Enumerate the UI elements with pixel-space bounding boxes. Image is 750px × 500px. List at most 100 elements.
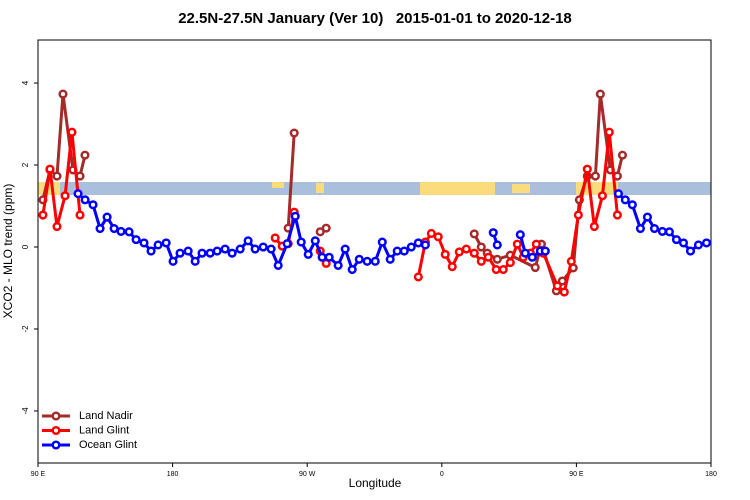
data-point <box>649 223 660 234</box>
series-line <box>77 192 707 272</box>
data-point <box>693 240 703 250</box>
data-point <box>420 240 430 250</box>
data-point <box>161 238 171 248</box>
data-point <box>131 235 141 245</box>
data-point <box>620 195 630 205</box>
data-point <box>109 223 119 234</box>
legend-marker <box>51 440 61 450</box>
data-point <box>671 235 682 245</box>
data-point <box>664 227 674 237</box>
data-point <box>685 246 696 256</box>
data-point <box>520 248 530 258</box>
data-point <box>483 252 493 262</box>
data-point <box>124 227 134 237</box>
y-axis-label: XCO2 - MLO trend (ppm) <box>1 184 15 319</box>
data-point <box>317 252 327 262</box>
y-tick-label: 0 <box>21 244 30 249</box>
map-land <box>420 182 495 195</box>
data-point <box>461 244 471 254</box>
data-point <box>491 264 501 275</box>
data-point <box>88 200 98 210</box>
data-point <box>595 89 605 99</box>
data-point <box>290 211 300 221</box>
data-point <box>52 171 62 181</box>
legend-label: Land Nadir <box>79 410 133 422</box>
data-point <box>183 246 193 256</box>
data-point <box>469 229 479 239</box>
data-point <box>139 238 149 248</box>
data-point <box>197 248 207 258</box>
data-point <box>597 191 607 201</box>
legend-label: Ocean Glint <box>79 439 137 451</box>
data-point <box>552 281 562 291</box>
data-point <box>303 249 313 259</box>
map-strip <box>38 182 711 195</box>
data-point <box>354 254 364 264</box>
data-point <box>370 256 380 266</box>
legend-label: Land Glint <box>79 424 129 436</box>
data-point <box>413 238 423 248</box>
data-point <box>60 191 70 201</box>
data-point <box>289 128 299 138</box>
x-tick-label: 90 W <box>299 471 316 478</box>
data-point <box>340 244 350 254</box>
data-point <box>512 239 522 249</box>
data-point <box>492 240 502 250</box>
data-point <box>315 227 325 237</box>
y-tick-label: -2 <box>21 325 30 333</box>
data-point <box>406 242 416 252</box>
data-point <box>324 252 334 262</box>
map-ocean <box>38 182 711 195</box>
data-point <box>515 230 525 240</box>
data-point <box>657 226 667 236</box>
data-point <box>80 150 90 160</box>
data-point <box>454 247 464 257</box>
data-point <box>347 264 357 275</box>
x-tick-label: 0 <box>440 471 444 478</box>
data-point <box>492 254 502 264</box>
data-point <box>190 256 200 266</box>
data-point <box>362 256 372 266</box>
data-point <box>540 246 550 256</box>
data-point <box>116 226 126 236</box>
data-point <box>426 228 436 239</box>
plot-frame <box>37 39 712 464</box>
y-tick-label: 4 <box>21 80 30 85</box>
data-point <box>642 212 652 222</box>
data-point <box>440 249 450 259</box>
data-point <box>52 221 62 232</box>
data-point <box>67 127 77 137</box>
data-point <box>333 260 343 270</box>
x-tick-label: 180 <box>705 471 717 478</box>
data-point <box>270 233 280 243</box>
data-point <box>678 238 689 248</box>
data-point <box>582 164 592 174</box>
data-point <box>58 89 68 99</box>
y-tick-label: -4 <box>21 407 30 415</box>
data-point <box>80 195 90 205</box>
data-point <box>45 164 55 174</box>
data-point <box>243 236 253 246</box>
data-point <box>220 244 230 254</box>
data-point <box>559 287 569 297</box>
data-point <box>385 254 395 264</box>
data-point <box>168 256 178 266</box>
data-point <box>590 171 600 181</box>
data-point <box>488 228 498 238</box>
data-point <box>75 210 85 220</box>
legend-marker <box>51 425 61 436</box>
data-point <box>604 127 614 137</box>
data-point <box>212 246 222 256</box>
data-point <box>476 256 486 266</box>
data-point <box>530 262 540 273</box>
data-point <box>617 150 628 160</box>
data-point <box>266 244 276 254</box>
map-land <box>576 182 618 195</box>
data-point <box>476 242 486 252</box>
data-point <box>635 223 645 234</box>
data-point <box>153 240 163 250</box>
data-point <box>73 189 83 199</box>
data-point <box>273 260 283 270</box>
